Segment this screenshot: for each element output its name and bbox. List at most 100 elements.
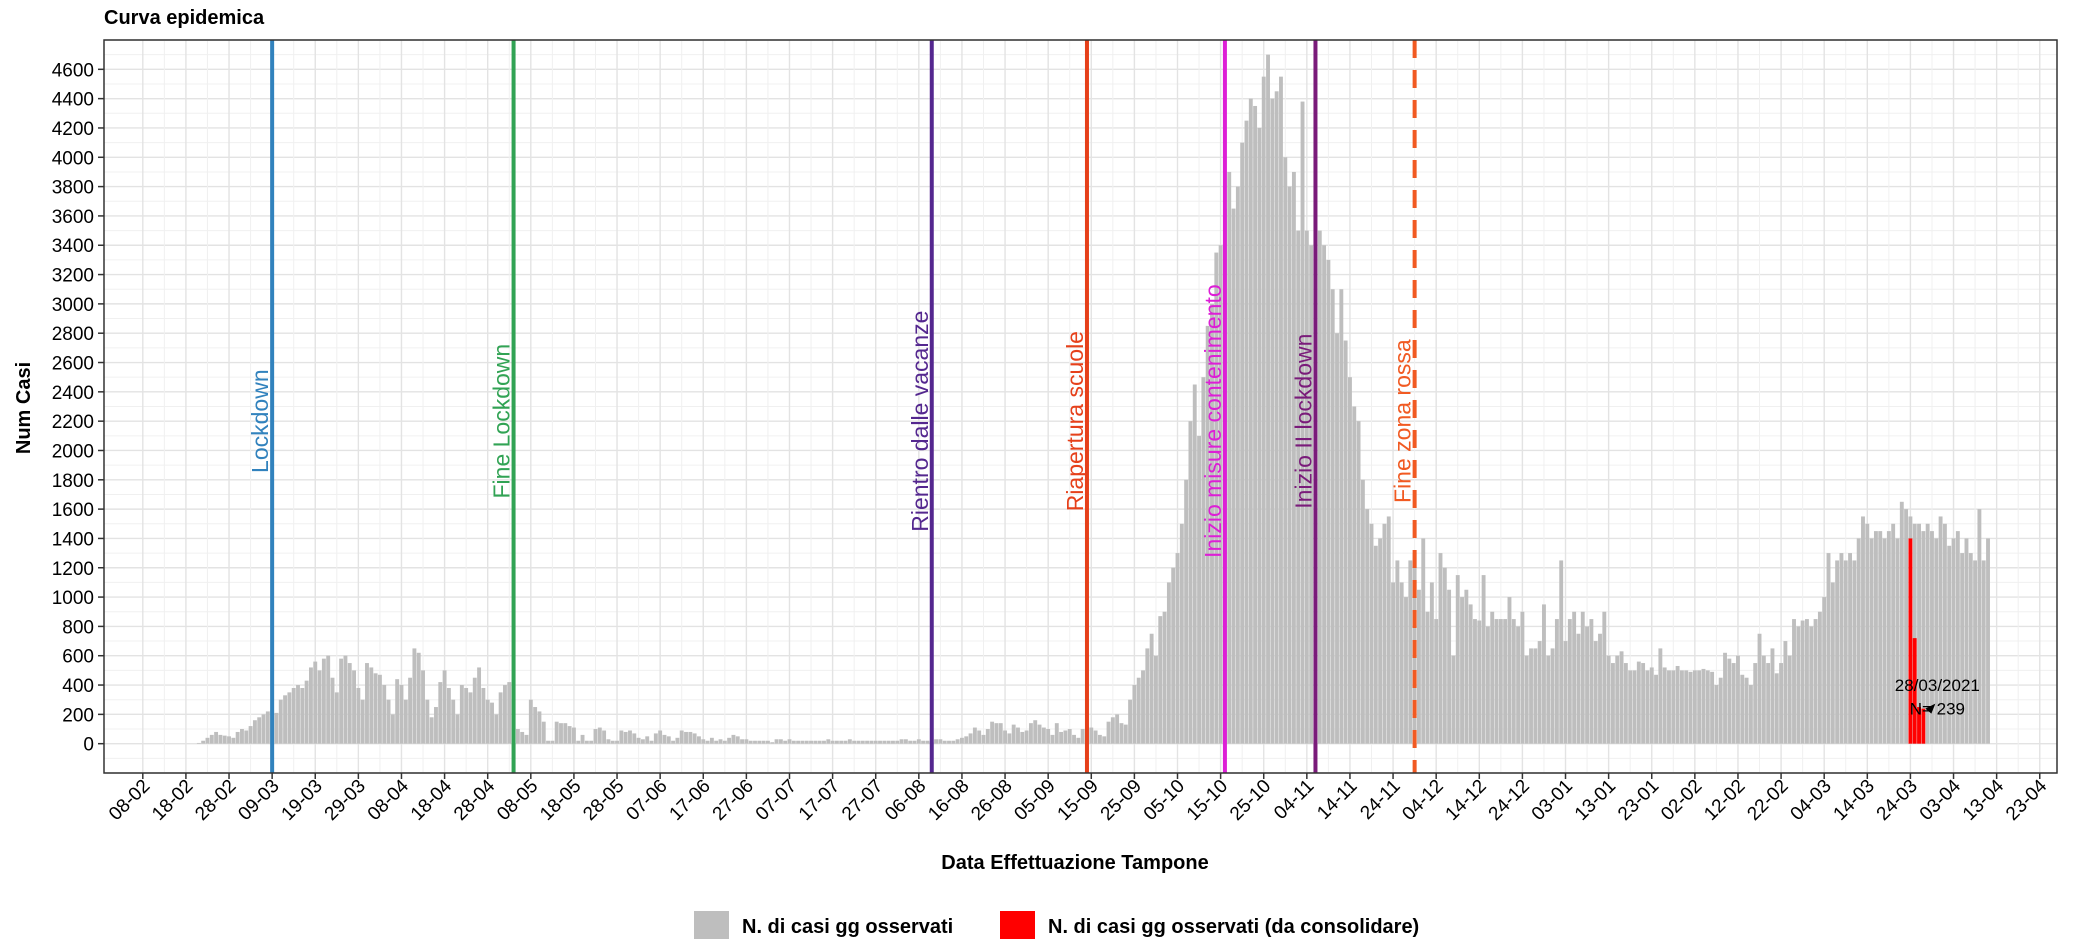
bar-observed [1774,673,1779,744]
bar-observed [1490,611,1495,744]
bar-observed [830,740,835,744]
bars [196,54,1990,744]
bar-observed [1576,633,1581,744]
bar-consolidating [1912,638,1917,744]
y-tick-label: 2800 [52,324,94,345]
bar-observed [1516,626,1521,744]
x-tick-label: 15-10 [1183,776,1232,825]
bar-observed [1912,523,1917,744]
bar-observed [408,677,413,744]
bar-observed [865,740,870,744]
bar-observed [1261,76,1266,744]
bar-observed [1688,671,1693,744]
bar-observed [1498,619,1503,744]
bar-observed [1766,663,1771,744]
bar-observed [227,736,231,744]
bar-observed [1641,663,1646,744]
bar-observed [701,739,706,744]
bar-observed [278,699,283,744]
bar-observed [934,739,939,744]
bar-observed [399,685,404,744]
y-tick-label: 400 [62,676,94,697]
bar-observed [1348,377,1352,744]
x-tick-label: 02-02 [1657,776,1706,825]
bar-observed [718,739,723,744]
bar-observed [1968,553,1973,744]
bar-observed [1093,730,1098,744]
event-label: Fine Lockdown [489,344,515,499]
bar-observed [1503,619,1508,744]
bar-observed [834,740,839,744]
y-tick-label: 4000 [52,148,94,169]
event-label: Lockdown [247,369,273,473]
bar-observed [1511,619,1516,744]
bar-observed [1757,633,1762,744]
bar-observed [1753,663,1758,744]
y-tick-label: 1200 [52,559,94,580]
bar-observed [1210,303,1214,744]
x-tick-label: 17-06 [666,776,715,825]
x-tick-label: 14-11 [1313,776,1361,824]
bar-observed [317,670,322,744]
y-tick-label: 2000 [52,441,94,462]
bar-observed [1468,604,1473,744]
bar-observed [559,723,563,744]
bar-observed [1343,340,1348,744]
bar-observed [1779,663,1784,744]
bar-observed [334,692,339,744]
bar-observed [231,737,236,744]
bar-observed [1537,641,1542,744]
bar-observed [1438,553,1443,744]
x-tick-label: 24-03 [1873,776,1922,825]
bar-observed [554,721,559,744]
bar-observed [287,692,292,744]
bar-observed [304,680,309,744]
x-tick-label: 12-02 [1700,776,1749,825]
bar-observed [352,670,356,744]
bar-observed [455,714,460,744]
bar-observed [546,740,550,744]
y-tick-label: 4200 [52,119,94,140]
bar-observed [903,739,908,744]
bar-observed [209,734,214,744]
bar-observed [783,740,788,744]
y-tick-label: 3400 [52,236,94,257]
y-tick-label: 3000 [52,295,94,316]
bar-observed [1003,730,1007,744]
bar-observed [283,695,288,744]
bar-observed [947,740,951,744]
bar-observed [839,740,844,744]
x-tick-label: 18-02 [148,776,197,825]
bar-observed [1623,663,1628,744]
bar-observed [1149,633,1154,744]
bar-observed [1024,730,1029,744]
bar-observed [744,739,749,744]
x-tick-label: 06-08 [881,776,930,825]
bar-observed [1460,597,1464,744]
bar-observed [446,687,451,744]
bar-observed [645,736,650,744]
bar-observed [1123,724,1128,744]
bar-observed [373,673,378,744]
bar-observed [925,740,930,744]
bar-observed [1930,531,1934,744]
bar-observed [731,734,736,744]
x-tick-label: 15-09 [1054,776,1103,825]
bar-observed [800,740,805,744]
bar-observed [623,731,628,744]
bar-observed [610,740,615,744]
bar-observed [1679,670,1684,744]
bar-observed [1266,54,1270,744]
bar-observed [252,720,257,744]
bar-observed [1861,516,1865,744]
bar-observed [403,699,408,744]
bar-observed [938,739,943,744]
bar-observed [1059,731,1064,744]
bar-observed [955,739,960,744]
bar-observed [990,721,995,744]
bar-observed [1636,661,1641,744]
bar-observed [757,740,762,744]
bar-observed [468,692,473,744]
bar-observed [1615,655,1620,744]
bar-observed [658,730,663,744]
